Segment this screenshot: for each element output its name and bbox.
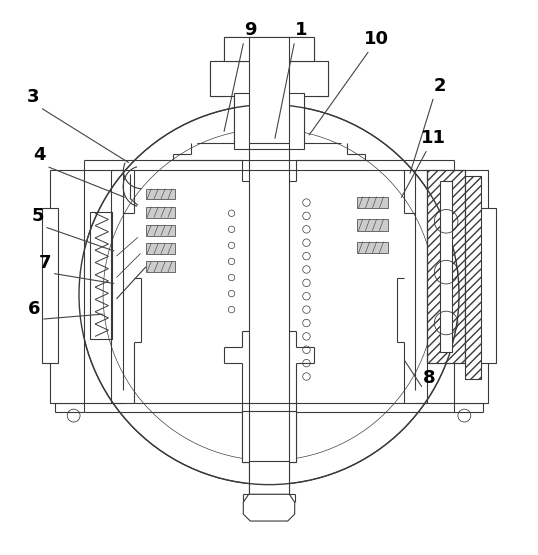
Bar — [454, 170, 489, 403]
Bar — [480, 208, 497, 363]
Text: 4: 4 — [34, 147, 46, 164]
Text: 8: 8 — [423, 369, 436, 387]
Bar — [223, 37, 315, 60]
Text: 9: 9 — [244, 21, 257, 39]
Bar — [146, 189, 175, 199]
Bar — [357, 219, 388, 231]
Bar — [41, 208, 58, 363]
Text: 2: 2 — [434, 77, 447, 95]
Bar — [357, 196, 388, 209]
Bar — [146, 225, 175, 236]
Bar — [357, 241, 388, 254]
Text: 3: 3 — [27, 88, 40, 105]
Text: 6: 6 — [29, 300, 41, 317]
Polygon shape — [243, 495, 295, 521]
Text: 7: 7 — [39, 254, 52, 271]
Bar — [440, 181, 452, 352]
Bar — [242, 411, 296, 462]
Text: 11: 11 — [421, 129, 447, 147]
Bar — [465, 176, 482, 379]
Text: 5: 5 — [32, 207, 44, 225]
Circle shape — [80, 105, 458, 483]
Bar — [146, 243, 175, 254]
Bar — [249, 461, 289, 495]
Bar — [49, 170, 84, 403]
Bar — [249, 37, 289, 143]
Bar — [427, 170, 465, 363]
Text: 1: 1 — [295, 21, 307, 39]
Bar — [146, 261, 175, 272]
Bar — [427, 170, 465, 363]
Bar — [146, 207, 175, 218]
Text: 10: 10 — [364, 31, 388, 48]
Bar — [90, 211, 112, 339]
Bar — [210, 60, 328, 95]
Bar — [465, 176, 482, 379]
Bar — [234, 93, 304, 149]
